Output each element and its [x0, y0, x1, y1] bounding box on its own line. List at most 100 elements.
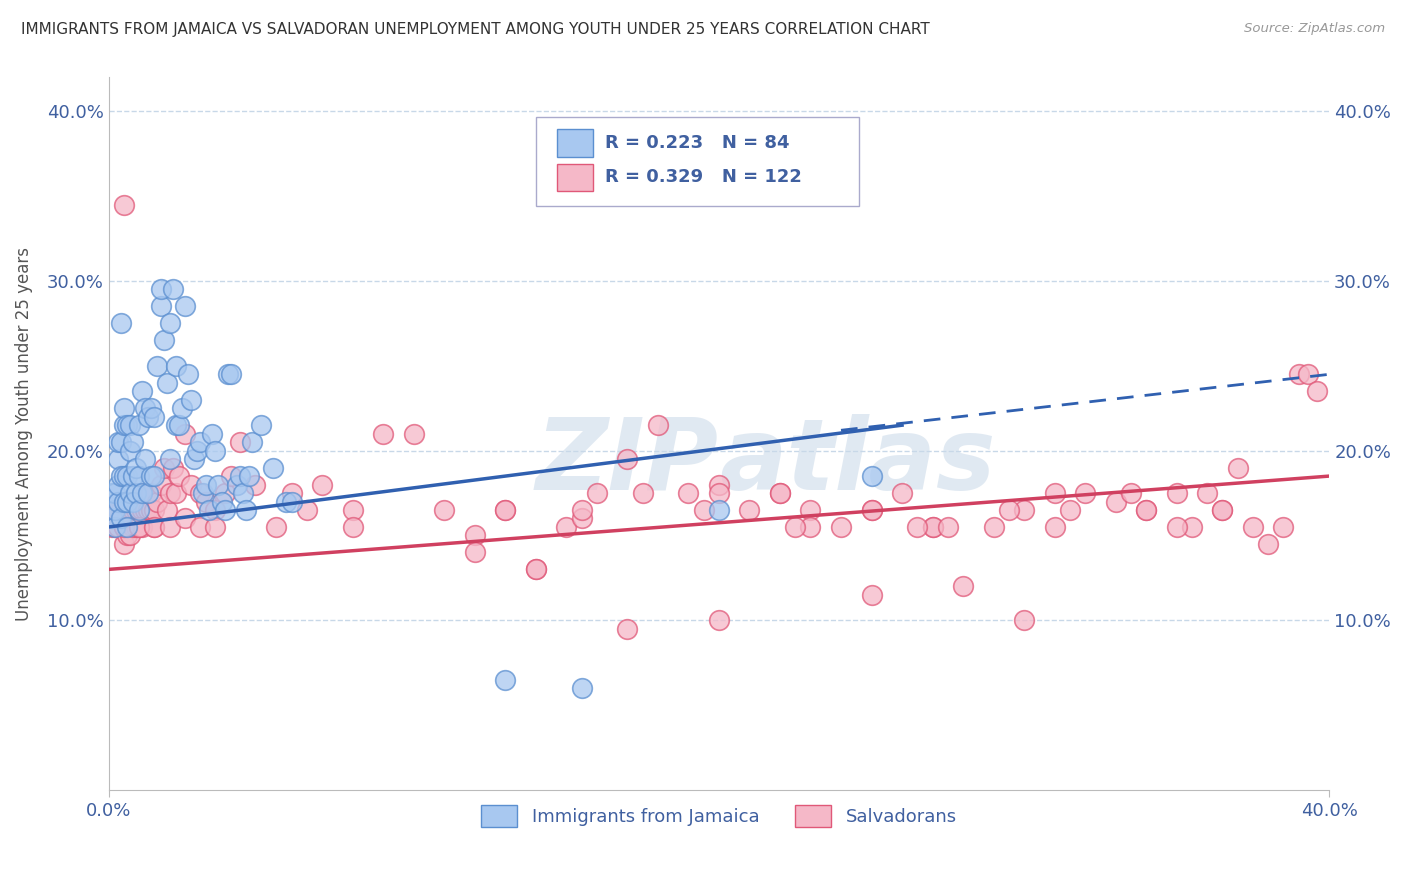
Point	[104, 520, 127, 534]
Point	[188, 486, 211, 500]
Point	[162, 460, 184, 475]
Point	[219, 368, 242, 382]
Text: ZIP: ZIP	[536, 414, 718, 511]
Point	[104, 520, 127, 534]
Text: R = 0.329   N = 122: R = 0.329 N = 122	[606, 169, 803, 186]
Point	[799, 503, 821, 517]
Point	[769, 486, 792, 500]
Point	[115, 511, 138, 525]
Point	[905, 520, 928, 534]
Point	[112, 469, 135, 483]
Point	[167, 469, 190, 483]
Point	[198, 503, 221, 517]
Point	[936, 520, 959, 534]
Point	[107, 477, 129, 491]
Point	[159, 452, 181, 467]
Point	[141, 486, 163, 500]
Point	[146, 494, 169, 508]
Point	[115, 520, 138, 534]
Point	[128, 469, 150, 483]
Point	[1104, 494, 1126, 508]
Point	[100, 511, 122, 525]
Point	[280, 494, 302, 508]
Bar	[557, 163, 593, 191]
Point	[1257, 537, 1279, 551]
Point	[107, 435, 129, 450]
Point	[112, 401, 135, 416]
Point	[165, 486, 187, 500]
Point	[141, 503, 163, 517]
Point	[136, 503, 159, 517]
Point	[860, 503, 883, 517]
Point	[128, 520, 150, 534]
Point	[122, 469, 145, 483]
Point	[134, 452, 156, 467]
Legend: Immigrants from Jamaica, Salvadorans: Immigrants from Jamaica, Salvadorans	[474, 797, 965, 834]
Point	[1043, 520, 1066, 534]
Point	[107, 520, 129, 534]
Point	[143, 469, 166, 483]
Point	[110, 511, 132, 525]
Point	[707, 613, 730, 627]
Point	[860, 588, 883, 602]
Point	[692, 503, 714, 517]
Point	[131, 520, 153, 534]
Point	[799, 520, 821, 534]
Point	[225, 477, 247, 491]
Point	[131, 503, 153, 517]
Point	[1211, 503, 1233, 517]
Point	[219, 469, 242, 483]
Point	[571, 503, 593, 517]
Point	[125, 486, 148, 500]
Point	[631, 486, 654, 500]
Point	[165, 418, 187, 433]
Point	[118, 486, 141, 500]
Point	[165, 359, 187, 373]
Point	[118, 443, 141, 458]
Point	[100, 486, 122, 500]
Point	[149, 300, 172, 314]
Point	[1306, 384, 1329, 399]
Point	[678, 486, 700, 500]
Point	[1181, 520, 1204, 534]
Point	[830, 520, 852, 534]
Point	[1226, 460, 1249, 475]
Point	[524, 562, 547, 576]
Point	[616, 622, 638, 636]
Point	[177, 368, 200, 382]
Point	[183, 452, 205, 467]
Point	[110, 435, 132, 450]
Point	[170, 401, 193, 416]
Point	[143, 520, 166, 534]
Point	[464, 545, 486, 559]
Point	[707, 503, 730, 517]
Point	[159, 520, 181, 534]
Point	[769, 486, 792, 500]
Point	[186, 443, 208, 458]
Point	[571, 681, 593, 695]
Point	[104, 486, 127, 500]
Point	[115, 528, 138, 542]
Point	[266, 520, 288, 534]
Point	[143, 503, 166, 517]
Point	[136, 486, 159, 500]
Point	[110, 317, 132, 331]
Text: atlas: atlas	[718, 414, 995, 511]
Point	[155, 376, 177, 390]
Point	[311, 477, 333, 491]
Point	[1241, 520, 1264, 534]
Point	[112, 520, 135, 534]
Point	[1211, 503, 1233, 517]
Point	[860, 503, 883, 517]
Point	[1166, 486, 1188, 500]
Point	[214, 503, 236, 517]
Point	[155, 503, 177, 517]
Point	[555, 520, 578, 534]
Point	[342, 503, 364, 517]
Point	[211, 494, 233, 508]
Point	[143, 409, 166, 424]
Point	[1288, 368, 1310, 382]
Point	[174, 511, 197, 525]
Point	[1135, 503, 1157, 517]
Point	[110, 511, 132, 525]
